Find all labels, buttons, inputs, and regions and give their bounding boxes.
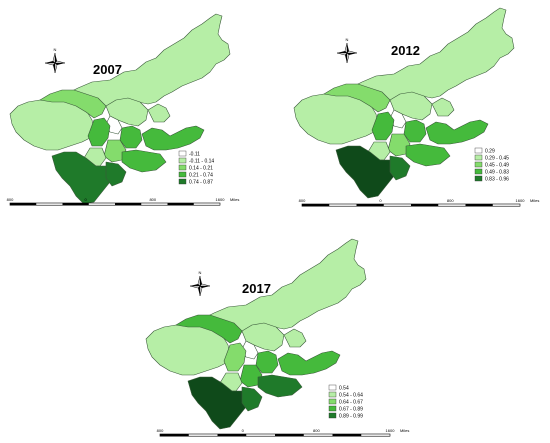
region-0 <box>351 7 515 103</box>
region-12 <box>51 151 115 205</box>
map-panel-2007: N 2007 -0.11-0.11 - 0.140.14 - 0.210.21 - … <box>7 13 239 206</box>
legend-swatch <box>328 405 337 412</box>
scale-tick-label: 800 <box>7 197 14 202</box>
legend-swatch <box>178 150 187 157</box>
region-layer <box>293 7 515 199</box>
region-12 <box>187 376 251 430</box>
scale-tick-label: 800 <box>447 198 454 203</box>
north-label: N <box>199 270 202 275</box>
scale-tick-label: 1600 <box>216 197 226 202</box>
scale-tick-label: 800 <box>157 428 164 433</box>
region-8 <box>141 125 205 151</box>
compass-rose-icon: N <box>44 47 66 74</box>
region-layer <box>9 13 231 205</box>
legend-label: 0.89 - 0.99 <box>339 414 363 420</box>
scale-tick-label: 0 <box>84 197 87 202</box>
scale-tick-label: 800 <box>313 428 320 433</box>
region-7 <box>403 119 427 143</box>
region-6 <box>87 117 111 147</box>
legend-label: 0.29 - 0.45 <box>485 156 509 162</box>
scale-tick-label: 1600 <box>516 198 526 203</box>
region-layer <box>145 238 367 430</box>
region-7 <box>119 125 143 149</box>
legend-swatch <box>328 398 337 405</box>
legend-label: 0.29 <box>485 149 495 155</box>
legend-swatch <box>328 391 337 398</box>
scale-tick-label: 0 <box>379 198 382 203</box>
scale-tick-label: 0 <box>242 428 245 433</box>
legend-label: 0.74 - 0.87 <box>189 180 213 186</box>
scale-tick-label: 1600 <box>386 428 396 433</box>
map-year-title: 2017 <box>242 281 271 296</box>
legend-label: 0.64 - 0.67 <box>339 400 363 406</box>
map-year-title: 2007 <box>93 62 122 77</box>
legend-label: -0.11 <box>189 152 200 158</box>
region-11 <box>257 374 303 398</box>
region-6 <box>371 111 395 141</box>
legend: 0.290.29 - 0.450.45 - 0.490.49 - 0.830.8… <box>474 147 509 183</box>
scale-bar: 800 0 800 1600 Miles <box>7 197 239 206</box>
legend: 0.540.54 - 0.640.64 - 0.670.67 - 0.890.8… <box>328 384 363 420</box>
legend-swatch <box>474 161 483 168</box>
legend-label: 0.45 - 0.49 <box>485 163 509 169</box>
region-2 <box>175 314 243 344</box>
region-8 <box>277 350 341 376</box>
scale-bar: 800 0 800 1600 Miles <box>299 198 539 207</box>
region-2 <box>323 83 391 113</box>
region-6 <box>223 342 247 372</box>
scale-tick-label: 800 <box>149 197 156 202</box>
legend-label: 0.14 - 0.21 <box>189 166 213 172</box>
region-13 <box>241 386 263 412</box>
map-panel-2012: N 2012 0.290.29 - 0.450.45 - 0.490.49 - 0.… <box>293 7 539 207</box>
region-12 <box>335 145 399 199</box>
scale-unit-label: Miles <box>400 428 409 433</box>
legend-swatch <box>328 412 337 419</box>
region-0 <box>203 238 367 334</box>
map-panel-2017: N 2017 0.540.54 - 0.640.64 - 0.670.67 - 0.… <box>145 238 409 437</box>
legend: -0.11-0.11 - 0.140.14 - 0.210.21 - 0.740… <box>178 150 214 186</box>
legend-swatch <box>474 175 483 182</box>
scale-tick-label: 800 <box>299 198 306 203</box>
legend-label: 0.54 - 0.64 <box>339 393 363 399</box>
legend-swatch <box>178 157 187 164</box>
legend-label: 0.67 - 0.89 <box>339 407 363 413</box>
region-4 <box>283 328 307 348</box>
scale-unit-label: Miles <box>230 197 239 202</box>
legend-label: 0.54 <box>339 386 349 392</box>
region-11 <box>121 149 167 173</box>
region-4 <box>147 103 171 123</box>
region-8 <box>425 119 489 145</box>
region-4 <box>431 97 455 117</box>
legend-swatch <box>474 147 483 154</box>
legend-swatch <box>474 168 483 175</box>
scale-unit-label: Miles <box>530 198 539 203</box>
compass-rose-icon: N <box>336 37 358 64</box>
legend-label: -0.11 - 0.14 <box>189 159 214 165</box>
legend-label: 0.21 - 0.74 <box>189 173 213 179</box>
region-0 <box>67 13 231 109</box>
legend-swatch <box>474 154 483 161</box>
legend-swatch <box>178 164 187 171</box>
region-13 <box>389 155 411 181</box>
compass-rose-icon: N <box>189 270 211 297</box>
legend-swatch <box>178 171 187 178</box>
map-year-title: 2012 <box>391 43 420 58</box>
region-11 <box>405 143 451 167</box>
legend-label: 0.49 - 0.83 <box>485 170 509 176</box>
region-13 <box>105 161 127 187</box>
scale-bar: 800 0 800 1600 Miles <box>157 428 409 437</box>
legend-swatch <box>178 178 187 185</box>
legend-label: 0.83 - 0.96 <box>485 177 509 183</box>
region-2 <box>39 89 107 119</box>
region-7 <box>255 350 279 374</box>
north-label: N <box>346 37 349 42</box>
legend-swatch <box>328 384 337 391</box>
north-label: N <box>54 47 57 52</box>
